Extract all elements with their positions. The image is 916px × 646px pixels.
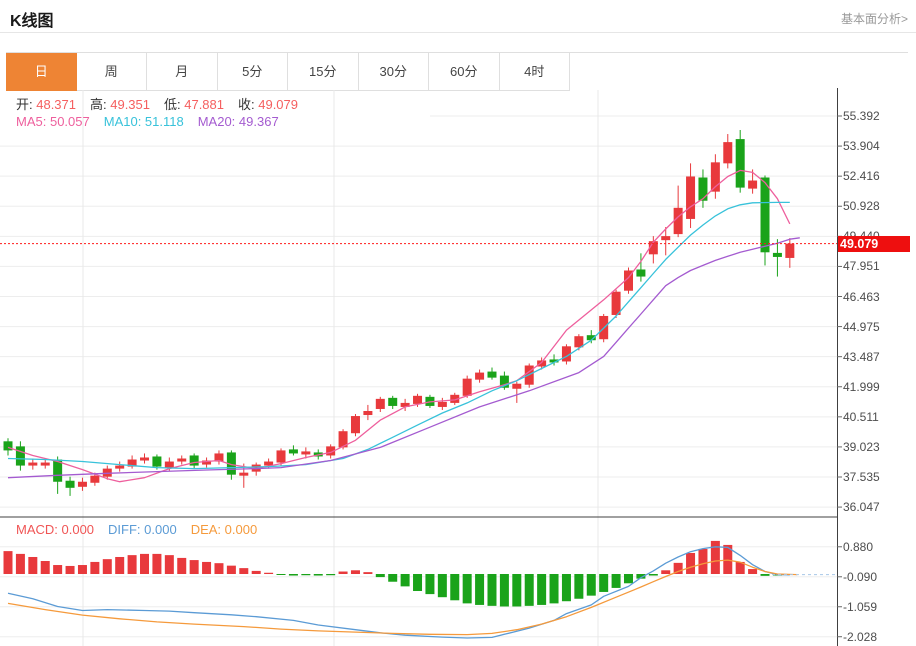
ma-info: MA5: 50.057 MA10: 51.118 MA20: 49.367 (16, 114, 293, 129)
tab-period-0[interactable]: 日 (6, 53, 77, 91)
period-tabbar: 日周月 5分 15分 30分 60分 4时 (6, 52, 908, 91)
tab-period-7[interactable]: 4时 (499, 53, 570, 91)
legend-item: DEA: 0.000 (190, 522, 258, 537)
page-title: K线图 (10, 13, 54, 30)
tab-period-2[interactable]: 月 (147, 53, 218, 91)
y-axis-label: 41.999 (843, 379, 880, 394)
y-axis-label: 39.023 (843, 439, 880, 454)
y-axis-label: 50.928 (843, 199, 880, 214)
legend-item: 收: 49.079 (238, 97, 298, 112)
y-axis-label: 40.511 (843, 409, 879, 424)
y-axis-label: 43.487 (843, 349, 880, 364)
macd-info: MACD: 0.000 DIFF: 0.000 DEA: 0.000 (16, 522, 271, 537)
y-axis-label: -2.028 (843, 629, 878, 644)
y-axis-label: 0.880 (843, 539, 874, 554)
y-axis-label: -1.059 (843, 599, 878, 614)
y-axis-label: 52.416 (843, 169, 880, 184)
legend-item: 开: 48.371 (16, 97, 76, 112)
tab-period-3[interactable]: 5分 (217, 53, 288, 91)
legend-item: MA10: 51.118 (103, 114, 184, 129)
header-divider (0, 32, 916, 33)
y-axis-label: 46.463 (843, 289, 880, 304)
legend-item: MACD: 0.000 (16, 522, 95, 537)
current-price-tag: 49.079 (838, 236, 910, 252)
legend-item: DIFF: 0.000 (108, 522, 177, 537)
y-axis-label: 44.975 (843, 319, 880, 334)
tab-period-6[interactable]: 60分 (429, 53, 500, 91)
y-axis-label: -0.090 (843, 569, 878, 584)
y-axis-label: 53.904 (843, 139, 880, 154)
legend-item: 高: 49.351 (90, 97, 150, 112)
y-axis-label: 37.535 (843, 469, 880, 484)
y-axis-label: 55.392 (843, 109, 880, 123)
fundamental-analysis-link[interactable]: 基本面分析> (840, 12, 908, 26)
legend-item: MA20: 49.367 (197, 114, 279, 129)
legend-item: MA5: 50.057 (16, 114, 90, 129)
y-axis-label: 36.047 (843, 500, 880, 515)
tab-period-1[interactable]: 周 (76, 53, 147, 91)
y-axis-label: 47.951 (843, 259, 880, 274)
tab-period-5[interactable]: 30分 (358, 53, 429, 91)
ohlc-info: 开: 48.371 高: 49.351 低: 47.881 收: 49.079 (16, 94, 312, 113)
tab-period-4[interactable]: 15分 (288, 53, 359, 91)
legend-item: 低: 47.881 (164, 97, 224, 112)
